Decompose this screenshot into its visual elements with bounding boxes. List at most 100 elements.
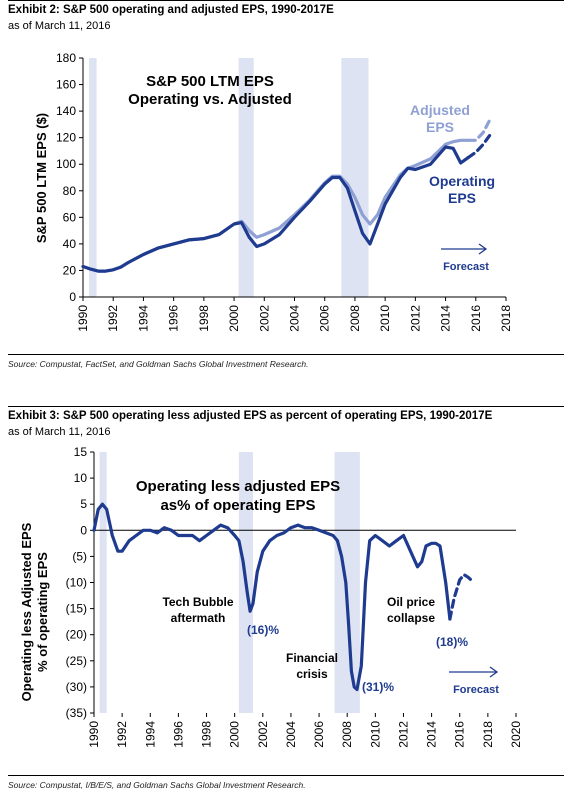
y-tick-label: 80 [63,184,77,198]
x-tick-label: 2006 [318,305,332,332]
series-line-adjusted-forecast [466,116,493,142]
chart-title: Operating less adjusted EPS [136,478,340,495]
oil-price-label-2: collapse [387,611,435,625]
series-line-spread [92,502,452,692]
y-tick-label: (15) [66,602,87,616]
spread-chart: 15 10 5 0 (5) (10) (15) (20) (25) (30) (35)1990 199… [19,445,523,748]
exhibit-2-bottom-rule [8,354,564,355]
series-line-operating-forecast [466,132,493,160]
tech-bubble-label-2: aftermath [171,611,226,625]
exhibit-3: Exhibit 3: S&P 500 operating less adjust… [0,400,572,800]
x-tick-label: 1992 [106,305,120,332]
chart-title: S&P 500 LTM EPS [146,73,274,90]
exhibit-3-bottom-rule [8,775,564,776]
y-tick-label: 160 [56,78,76,92]
y-tick-label: 60 [63,210,77,224]
adjusted-eps-label: Adjusted [410,102,470,118]
x-tick-label: 2018 [499,305,513,332]
y-axis-label: Operating less Adjusted EPS [19,522,34,701]
y-tick-label: 10 [74,471,88,485]
chart-subtitle: Operating vs. Adjusted [128,91,292,108]
y-tick-label: 180 [56,51,76,65]
x-tick-label: 1990 [76,305,90,332]
y-tick-label: 0 [69,290,76,304]
y-tick-label: (5) [72,549,87,563]
tech-bubble-label: Tech Bubble [162,595,233,609]
x-tick-label: 2004 [284,721,298,748]
recession-band [99,452,107,713]
series-line-operating [81,145,470,273]
y-tick-label: (25) [66,654,87,668]
y-tick-label: (30) [66,680,87,694]
x-tick-label: 1998 [200,721,214,748]
y-tick-label: 100 [56,157,76,171]
forecast-label: Forecast [443,261,489,273]
x-tick-label: 2000 [228,721,242,748]
chart-subtitle: as% of operating EPS [160,497,315,514]
financial-crisis-label: Financial [286,651,338,665]
forecast-label: Forecast [453,684,499,696]
x-tick-label: 2010 [368,721,382,748]
exhibit-2-top-rule [8,0,564,1]
recession-shading [99,452,360,713]
x-tick-label: 1994 [143,721,157,748]
x-tick-label: 2006 [312,721,326,748]
oil-price-value: (18)% [436,635,468,649]
y-tick-label: 40 [63,237,77,251]
exhibit-3-title: Exhibit 3: S&P 500 operating less adjust… [8,410,493,422]
y-tick-label: (10) [66,576,87,590]
exhibit-2-title: Exhibit 2: S&P 500 operating and adjuste… [8,4,334,16]
y-tick-label: 5 [80,497,87,511]
exhibit-2-source: Source: Compustat, FactSet, and Goldman … [8,359,309,369]
y-axis-label-2: % of operating EPS [35,552,50,672]
exhibit-3-subtitle: as of March 11, 2016 [8,426,111,438]
x-tick-label: 2008 [340,721,354,748]
x-tick-label: 2008 [348,305,362,332]
oil-price-label: Oil price [387,595,435,609]
exhibit-3-source: Source: Compustat, I/B/E/S, and Goldman … [8,780,306,790]
chart-lines [92,502,476,692]
x-tick-label: 1996 [167,305,181,332]
chart-axes: 15 10 5 0 (5) (10) (15) (20) (25) (30) (35)1990 199… [66,445,523,748]
y-axis-label: S&P 500 LTM EPS ($) [34,113,49,243]
recession-band [341,58,369,297]
forecast-arrow-icon [449,666,499,678]
y-tick-label: (35) [66,706,87,720]
x-tick-label: 2002 [256,721,270,748]
x-tick-label: 2014 [439,305,453,332]
x-tick-label: 2004 [288,305,302,332]
x-tick-label: 2012 [408,305,422,332]
y-tick-label: 120 [56,131,76,145]
exhibit-2-subtitle: as of March 11, 2016 [8,20,111,32]
x-tick-label: 2000 [227,305,241,332]
y-tick-label: (20) [66,628,87,642]
y-tick-label: 140 [56,104,76,118]
x-tick-label: 2010 [378,305,392,332]
x-tick-label: 1996 [171,721,185,748]
exhibit-2: Exhibit 2: S&P 500 operating and adjuste… [8,0,564,369]
x-tick-label: 2016 [453,721,467,748]
x-tick-label: 2018 [481,721,495,748]
y-tick-label: 15 [74,445,88,459]
financial-crisis-value: (31)% [362,680,394,694]
chart-axes: 0 20 40 60 80 100 120 140 160 180 1990 1992 1994 1996… [56,51,513,332]
x-tick-label: 1998 [197,305,211,332]
forecast-arrow-icon [441,243,488,255]
exhibit-3-top-rule [8,406,564,407]
recession-band [89,58,97,297]
x-tick-label: 2014 [425,721,439,748]
chart-lines [81,116,493,273]
operating-eps-label: Operating [429,173,495,189]
x-tick-label: 2012 [396,721,410,748]
x-tick-label: 1994 [136,305,150,332]
financial-crisis-label-2: crisis [296,667,328,681]
operating-eps-label-2: EPS [448,190,476,206]
series-line-spread-forecast [448,573,476,621]
x-tick-label: 2002 [257,305,271,332]
x-tick-label: 1990 [87,721,101,748]
adjusted-eps-label-2: EPS [426,119,454,135]
x-tick-label: 1992 [115,721,129,748]
x-tick-label: 2016 [469,305,483,332]
x-tick-label: 2020 [509,721,523,748]
series-line-adjusted [81,138,470,273]
